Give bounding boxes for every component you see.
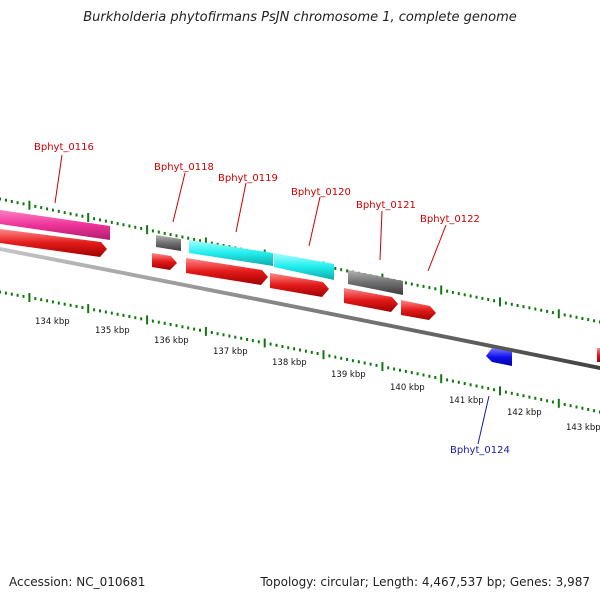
gene-bphyt-0118-block[interactable] — [156, 235, 181, 251]
scale-labels: 134 kbp 135 kbp 136 kbp 137 kbp 138 kbp … — [35, 317, 600, 433]
tick-label-143: 143 kbp — [566, 423, 600, 433]
label-bphyt-0119[interactable]: Bphyt_0119 — [218, 173, 278, 184]
label-bphyt-0121[interactable]: Bphyt_0121 — [356, 200, 416, 211]
label-bphyt-0120[interactable]: Bphyt_0120 — [291, 187, 351, 198]
leader-bphyt-0116 — [54, 154, 63, 204]
tick-label-136: 136 kbp — [154, 336, 189, 346]
label-leader-lines — [54, 154, 490, 445]
cds-0121-arrow[interactable] — [344, 288, 398, 312]
chromosome-backbone — [0, 247, 600, 370]
cds-0118-arrow[interactable] — [152, 253, 177, 270]
gene-bphyt-0120-block[interactable] — [274, 253, 334, 280]
tick-label-140: 140 kbp — [390, 383, 425, 393]
label-bphyt-0122[interactable]: Bphyt_0122 — [420, 214, 480, 225]
genome-stats-text: Topology: circular; Length: 4,467,537 bp… — [260, 575, 590, 589]
label-bphyt-0116[interactable]: Bphyt_0116 — [34, 142, 94, 153]
leader-bphyt-0124 — [477, 395, 490, 445]
gene-bphyt-0119-block[interactable] — [189, 240, 273, 266]
label-bphyt-0124[interactable]: Bphyt_0124 — [450, 445, 510, 456]
tick-label-141: 141 kbp — [449, 396, 484, 406]
cds-0116-arrow[interactable] — [0, 229, 107, 257]
accession-text: Accession: NC_010681 — [9, 575, 146, 589]
leader-bphyt-0119 — [235, 182, 247, 233]
tick-label-134: 134 kbp — [35, 317, 70, 327]
cds-0122-arrow[interactable] — [401, 300, 436, 320]
cds-0119-arrow[interactable] — [186, 258, 268, 285]
tick-label-138: 138 kbp — [272, 358, 307, 368]
map-title: Burkholderia phytofirmans PsJN chromosom… — [83, 10, 517, 25]
leader-bphyt-0118 — [172, 172, 186, 223]
leader-bphyt-0121 — [379, 210, 383, 261]
cds-edge-arrow[interactable] — [597, 348, 600, 362]
gene-bphyt-0116-block[interactable] — [0, 210, 110, 240]
outer-tick-track — [0, 197, 600, 324]
tick-label-137: 137 kbp — [213, 347, 248, 357]
feature-track — [0, 210, 600, 366]
tick-label-139: 139 kbp — [331, 370, 366, 380]
label-bphyt-0118[interactable]: Bphyt_0118 — [154, 162, 214, 173]
tick-label-135: 135 kbp — [95, 326, 130, 336]
tick-label-142: 142 kbp — [507, 408, 542, 418]
leader-bphyt-0122 — [427, 224, 447, 272]
cds-0124-arrow[interactable] — [486, 348, 512, 366]
leader-bphyt-0120 — [308, 196, 321, 247]
gene-bphyt-0121-block[interactable] — [348, 270, 403, 295]
gene-labels: Bphyt_0116 Bphyt_0118 Bphyt_0119 Bphyt_0… — [34, 142, 510, 456]
cds-0120-arrow[interactable] — [270, 273, 329, 297]
inner-tick-track — [0, 290, 600, 414]
